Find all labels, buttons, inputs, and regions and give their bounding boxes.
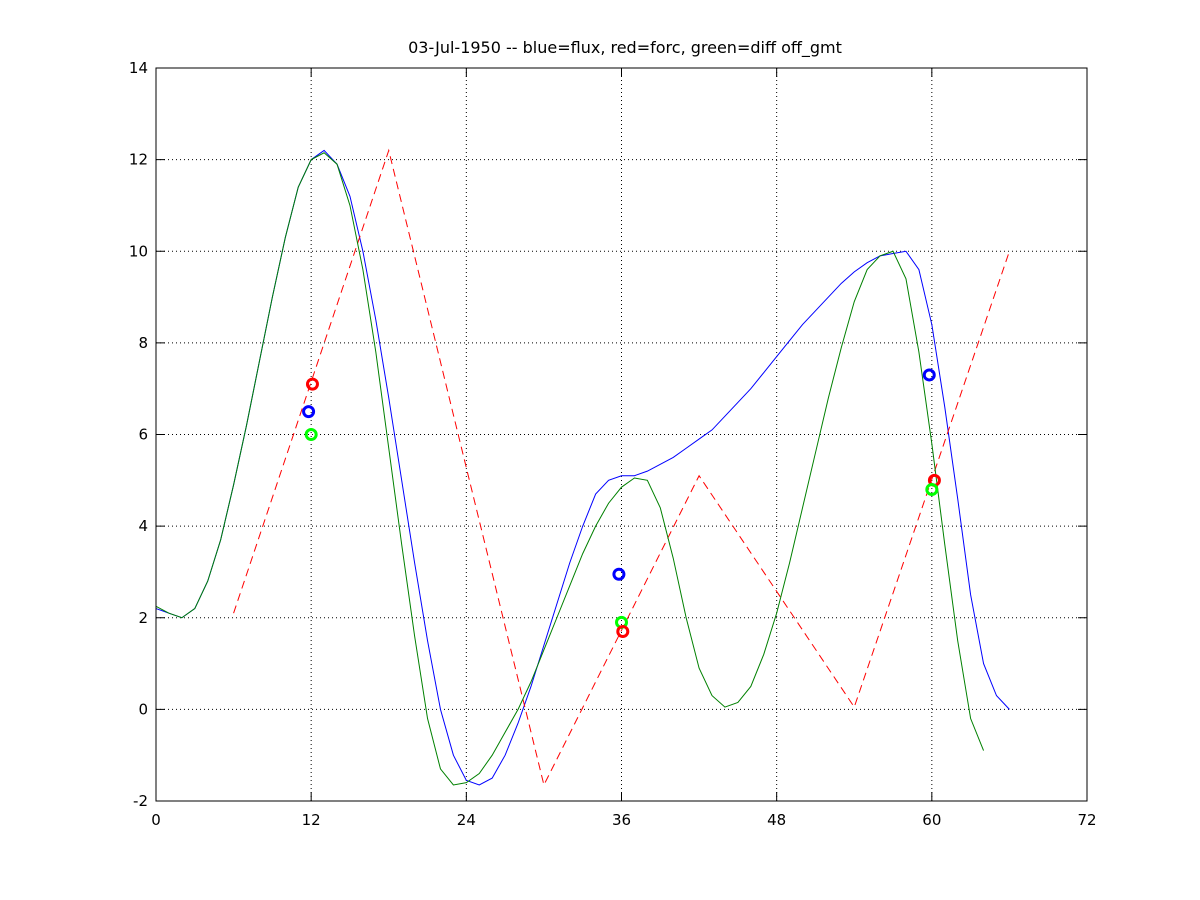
data-marker bbox=[922, 368, 936, 382]
y-tick-label: 6 bbox=[138, 426, 148, 444]
data-marker bbox=[302, 405, 316, 419]
x-tick-label: 36 bbox=[612, 811, 631, 829]
x-tick-label: 0 bbox=[151, 811, 161, 829]
data-marker bbox=[612, 567, 626, 581]
series-line-3 bbox=[155, 152, 985, 786]
x-tick-label: 48 bbox=[767, 811, 786, 829]
x-tick-label: 72 bbox=[1077, 811, 1096, 829]
y-tick-label: 4 bbox=[138, 517, 148, 535]
data-marker bbox=[925, 482, 939, 496]
y-tick-label: 10 bbox=[129, 242, 148, 260]
x-tick-label: 24 bbox=[457, 811, 476, 829]
chart-title: 03-Jul-1950 -- blue=flux, red=forc, gree… bbox=[408, 38, 842, 58]
x-tick-label: 12 bbox=[302, 811, 321, 829]
y-tick-label: -2 bbox=[133, 792, 148, 810]
x-tick-label: 60 bbox=[922, 811, 941, 829]
data-marker bbox=[616, 624, 630, 638]
y-tick-label: 8 bbox=[138, 334, 148, 352]
series-line-2 bbox=[233, 148, 1010, 787]
data-marker bbox=[304, 428, 318, 441]
y-tick-label: 14 bbox=[129, 59, 148, 77]
y-tick-label: 2 bbox=[138, 609, 148, 627]
data-marker bbox=[305, 377, 319, 391]
y-tick-label: 12 bbox=[129, 151, 148, 169]
y-tick-label: 0 bbox=[138, 700, 148, 718]
